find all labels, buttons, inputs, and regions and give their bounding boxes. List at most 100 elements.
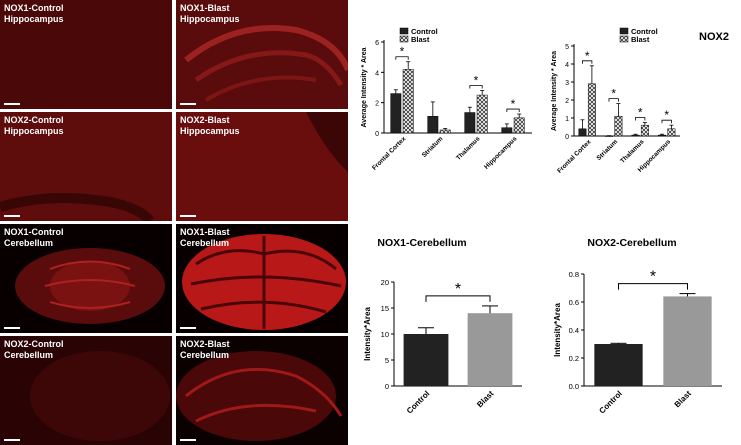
chart-title: NOX1-Cerebellum [377,237,466,249]
category-label: Blast [673,389,693,409]
panel-label-line2: Cerebellum [180,238,230,248]
chart-title: NOX2-Cerebellum [587,237,676,249]
significance-star: * [650,269,656,286]
significance-bracket [469,85,483,89]
panel-label-line1: NOX1-Blast [180,227,230,237]
bar-blast [439,129,451,134]
significance-star: * [664,108,669,122]
bar-blast [513,117,525,134]
tissue-texture [0,224,172,333]
bar-control [464,112,476,134]
panel-label: NOX2-Control Hippocampus [4,115,64,137]
bar-control [658,134,666,137]
category-label: Frontal Cortex [371,135,408,172]
image-nox1-control-hippocampus: NOX1-Control Hippocampus [0,0,172,109]
significance-bracket [425,295,491,302]
tissue-texture [176,0,348,109]
y-tick-label: 10 [381,330,389,339]
legend-swatch [619,35,629,43]
bar-control [594,344,643,386]
y-tick-label: 4 [375,70,379,77]
panel-label-line1: NOX1-Blast [180,3,230,13]
panel-label-line2: Hippocampus [180,126,240,136]
panel-label-line2: Hippocampus [4,14,64,24]
panel-label-line1: NOX2-Control [4,115,64,125]
bar-blast [587,83,596,137]
scale-bar [180,327,196,329]
y-tick-label: 2 [565,98,569,105]
category-label: Striatum [421,135,445,159]
panel-label: NOX1-Control Hippocampus [4,3,64,25]
tissue-texture [0,0,172,109]
chart-title: NOX2 [699,31,729,43]
legend-label: Blast [411,35,430,44]
y-tick-label: 3 [565,80,569,87]
significance-bracket [608,98,619,102]
category-label: Control [405,389,431,415]
bar-blast [402,69,414,134]
panel-label: NOX2-Blast Hippocampus [180,115,240,137]
scale-bar [4,439,20,441]
y-tick-label: 4 [565,62,569,69]
bar-control [501,127,513,134]
bar-control [427,116,439,134]
y-tick-label: 0.4 [569,326,579,335]
microscopy-grid: NOX1-Control Hippocampus NOX1-Blast Hippoc… [0,0,350,445]
y-tick-label: 1 [565,116,569,123]
bar-blast [614,115,623,137]
chart-nox2-cerebellum: NOX2-Cerebellum 0.0 0.2 0.4 0.6 0.8 Intensity*… [553,237,722,416]
bar-blast [663,296,712,386]
bar-control [390,93,402,134]
significance-bracket [661,119,672,124]
significance-bracket [618,283,688,290]
category-label: Blast [475,389,495,409]
y-tick-label: 0 [375,131,379,138]
legend-label: Blast [631,35,650,44]
y-tick-label: 5 [385,356,389,365]
tissue-texture [0,336,172,445]
panel-label-line2: Hippocampus [4,126,64,136]
image-nox2-blast-hippocampus: NOX2-Blast Hippocampus [176,112,348,221]
significance-bracket [582,60,593,64]
tissue-texture [176,112,348,221]
panel-label-line2: Cerebellum [4,238,54,248]
y-tick-label: 0.0 [569,382,579,391]
scale-bar [4,215,20,217]
tissue-texture [176,336,348,445]
panel-label-line2: Cerebellum [180,350,230,360]
panel-label: NOX2-Blast Cerebellum [180,339,230,361]
bar-control [403,334,449,386]
image-nox1-blast-hippocampus: NOX1-Blast Hippocampus [176,0,348,109]
panel-label: NOX1-Control Cerebellum [4,227,64,249]
y-tick-label: 0 [385,382,389,391]
panel-label: NOX1-Blast Hippocampus [180,3,240,25]
legend-swatch [619,27,629,35]
bar-blast [467,313,513,386]
y-axis-label: Intensity*Area [553,303,562,357]
chart-nox1-regions: 0 2 4 6 Average Intensity * Area * Frontal Cor… [361,27,532,172]
scale-bar [180,215,196,217]
significance-star: * [638,106,643,120]
bar-control [631,134,640,137]
y-axis-label: Intensity*Area [363,307,372,361]
y-tick-label: 0.6 [569,298,579,307]
category-label: Frontal Cortex [556,138,593,175]
panel-label-line2: Hippocampus [180,14,240,24]
significance-star: * [611,87,616,101]
scale-bar [4,103,20,105]
significance-star: * [455,281,461,298]
scale-bar [180,103,196,105]
y-tick-label: 0.8 [569,270,579,279]
panel-label-line1: NOX1-Control [4,227,64,237]
panel-label-line1: NOX2-Blast [180,115,230,125]
y-tick-label: 0 [565,134,569,141]
legend-swatch [399,27,409,35]
image-nox1-control-cerebellum: NOX1-Control Cerebellum [0,224,172,333]
category-label: Thalamus [619,138,646,165]
chart-nox1-cerebellum: NOX1-Cerebellum 0 5 10 15 20 Intensity*Area Con… [363,237,522,416]
bar-blast [667,128,676,137]
category-label: Striatum [596,138,620,162]
y-tick-label: 20 [381,278,389,287]
legend-label: Control [631,27,658,36]
category-label: Hippocampus [483,135,519,171]
